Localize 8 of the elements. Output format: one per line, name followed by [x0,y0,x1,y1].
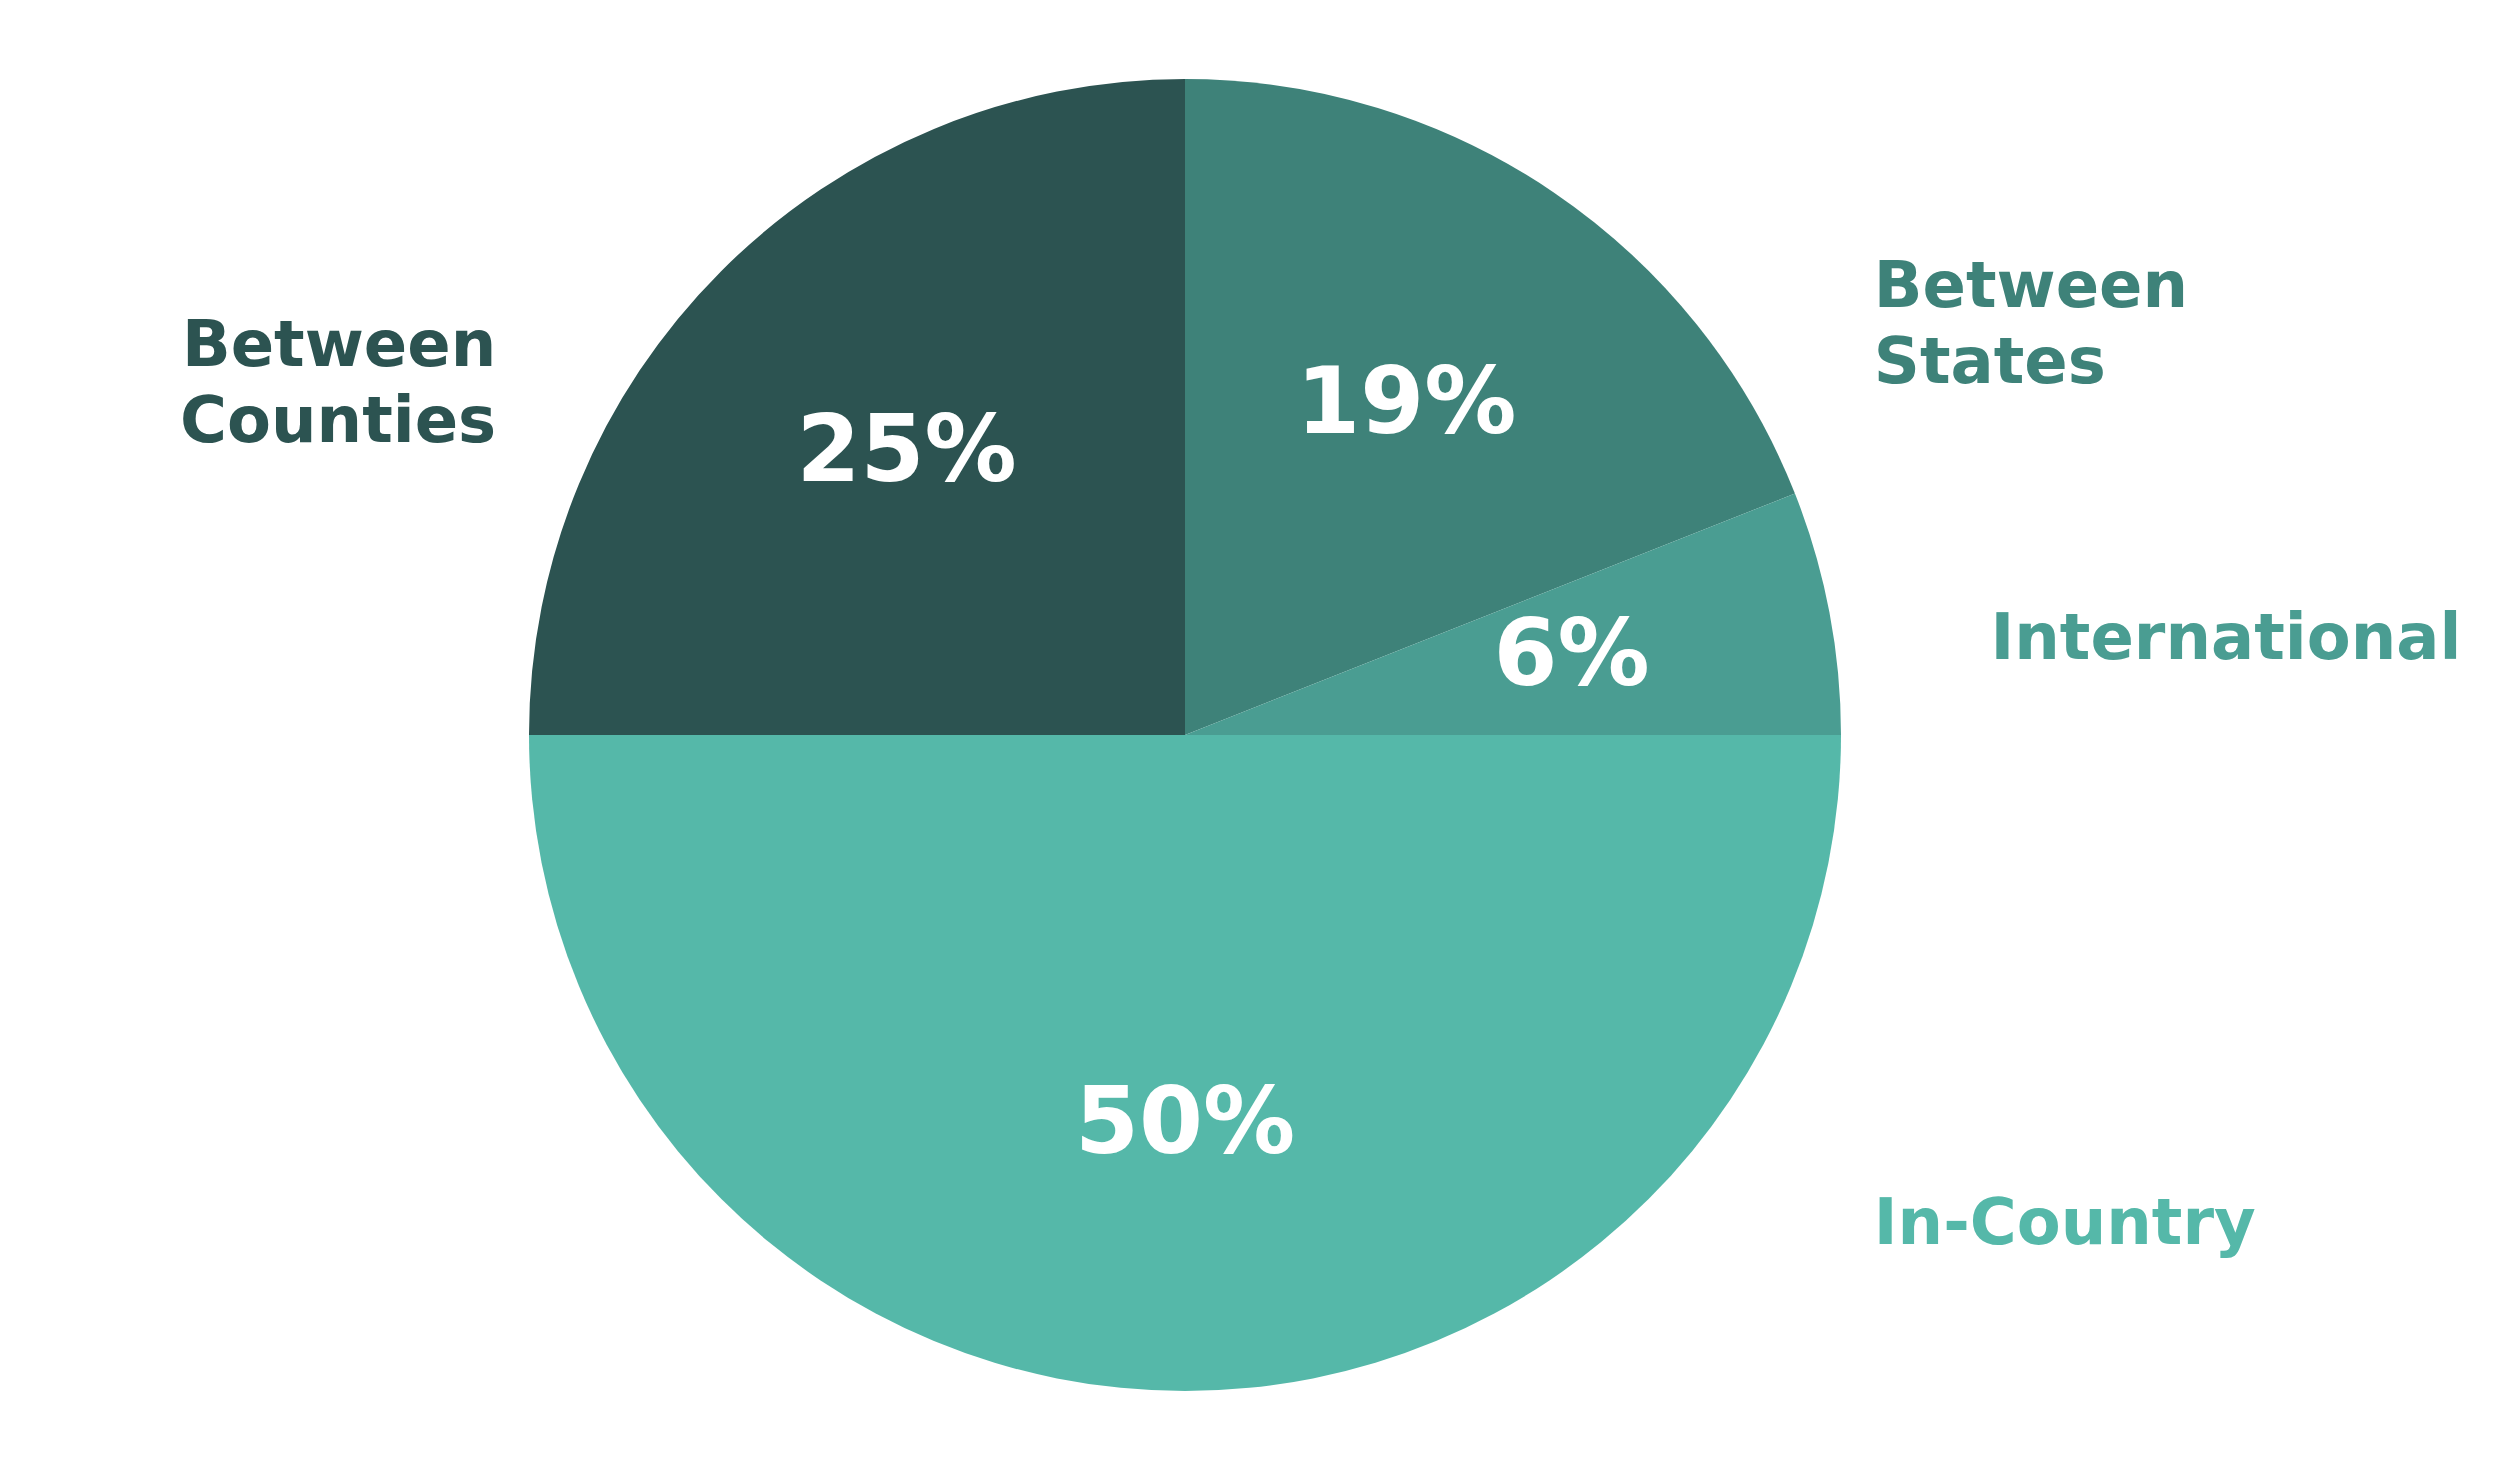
data-label: 25% [796,395,1017,503]
slice-label: In-Country [1873,1184,2256,1259]
slice-label: Between Counties [180,306,497,457]
data-label: 19% [1296,348,1517,456]
slice-label: Between States [1873,247,2189,398]
slice-label: International [1990,600,2462,675]
data-label: 50% [1074,1067,1296,1175]
data-label: 6% [1493,600,1650,708]
